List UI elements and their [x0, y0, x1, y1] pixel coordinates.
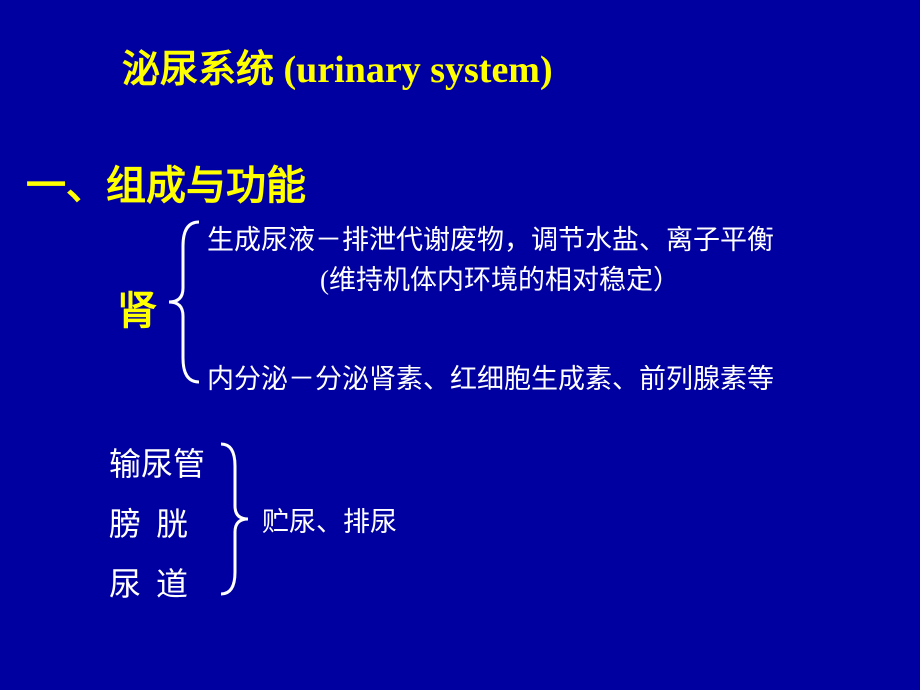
organ-urethra: 尿道 — [109, 559, 203, 605]
other-organs-function: 贮尿、排尿 — [262, 500, 397, 539]
brace-icon — [217, 440, 252, 598]
brace-icon — [165, 218, 203, 386]
slide-title: 泌尿系统 (urinary system) — [122, 38, 553, 93]
kidney-function-urine-line2: (维持机体内环境的相对稳定） — [320, 258, 680, 297]
kidney-function-endocrine: 内分泌－分泌肾素、红细胞生成素、前列腺素等 — [207, 357, 774, 396]
organ-bladder: 膀胱 — [109, 499, 203, 545]
kidney-function-urine-line1: 生成尿液－排泄代谢废物，调节水盐、离子平衡 — [207, 218, 774, 257]
kidney-label: 肾 — [117, 278, 157, 336]
organ-ureter: 输尿管 — [109, 439, 205, 485]
section-heading: 一、组成与功能 — [26, 153, 306, 211]
slide: 泌尿系统 (urinary system) 一、组成与功能 肾 生成尿液－排泄代… — [0, 0, 920, 690]
